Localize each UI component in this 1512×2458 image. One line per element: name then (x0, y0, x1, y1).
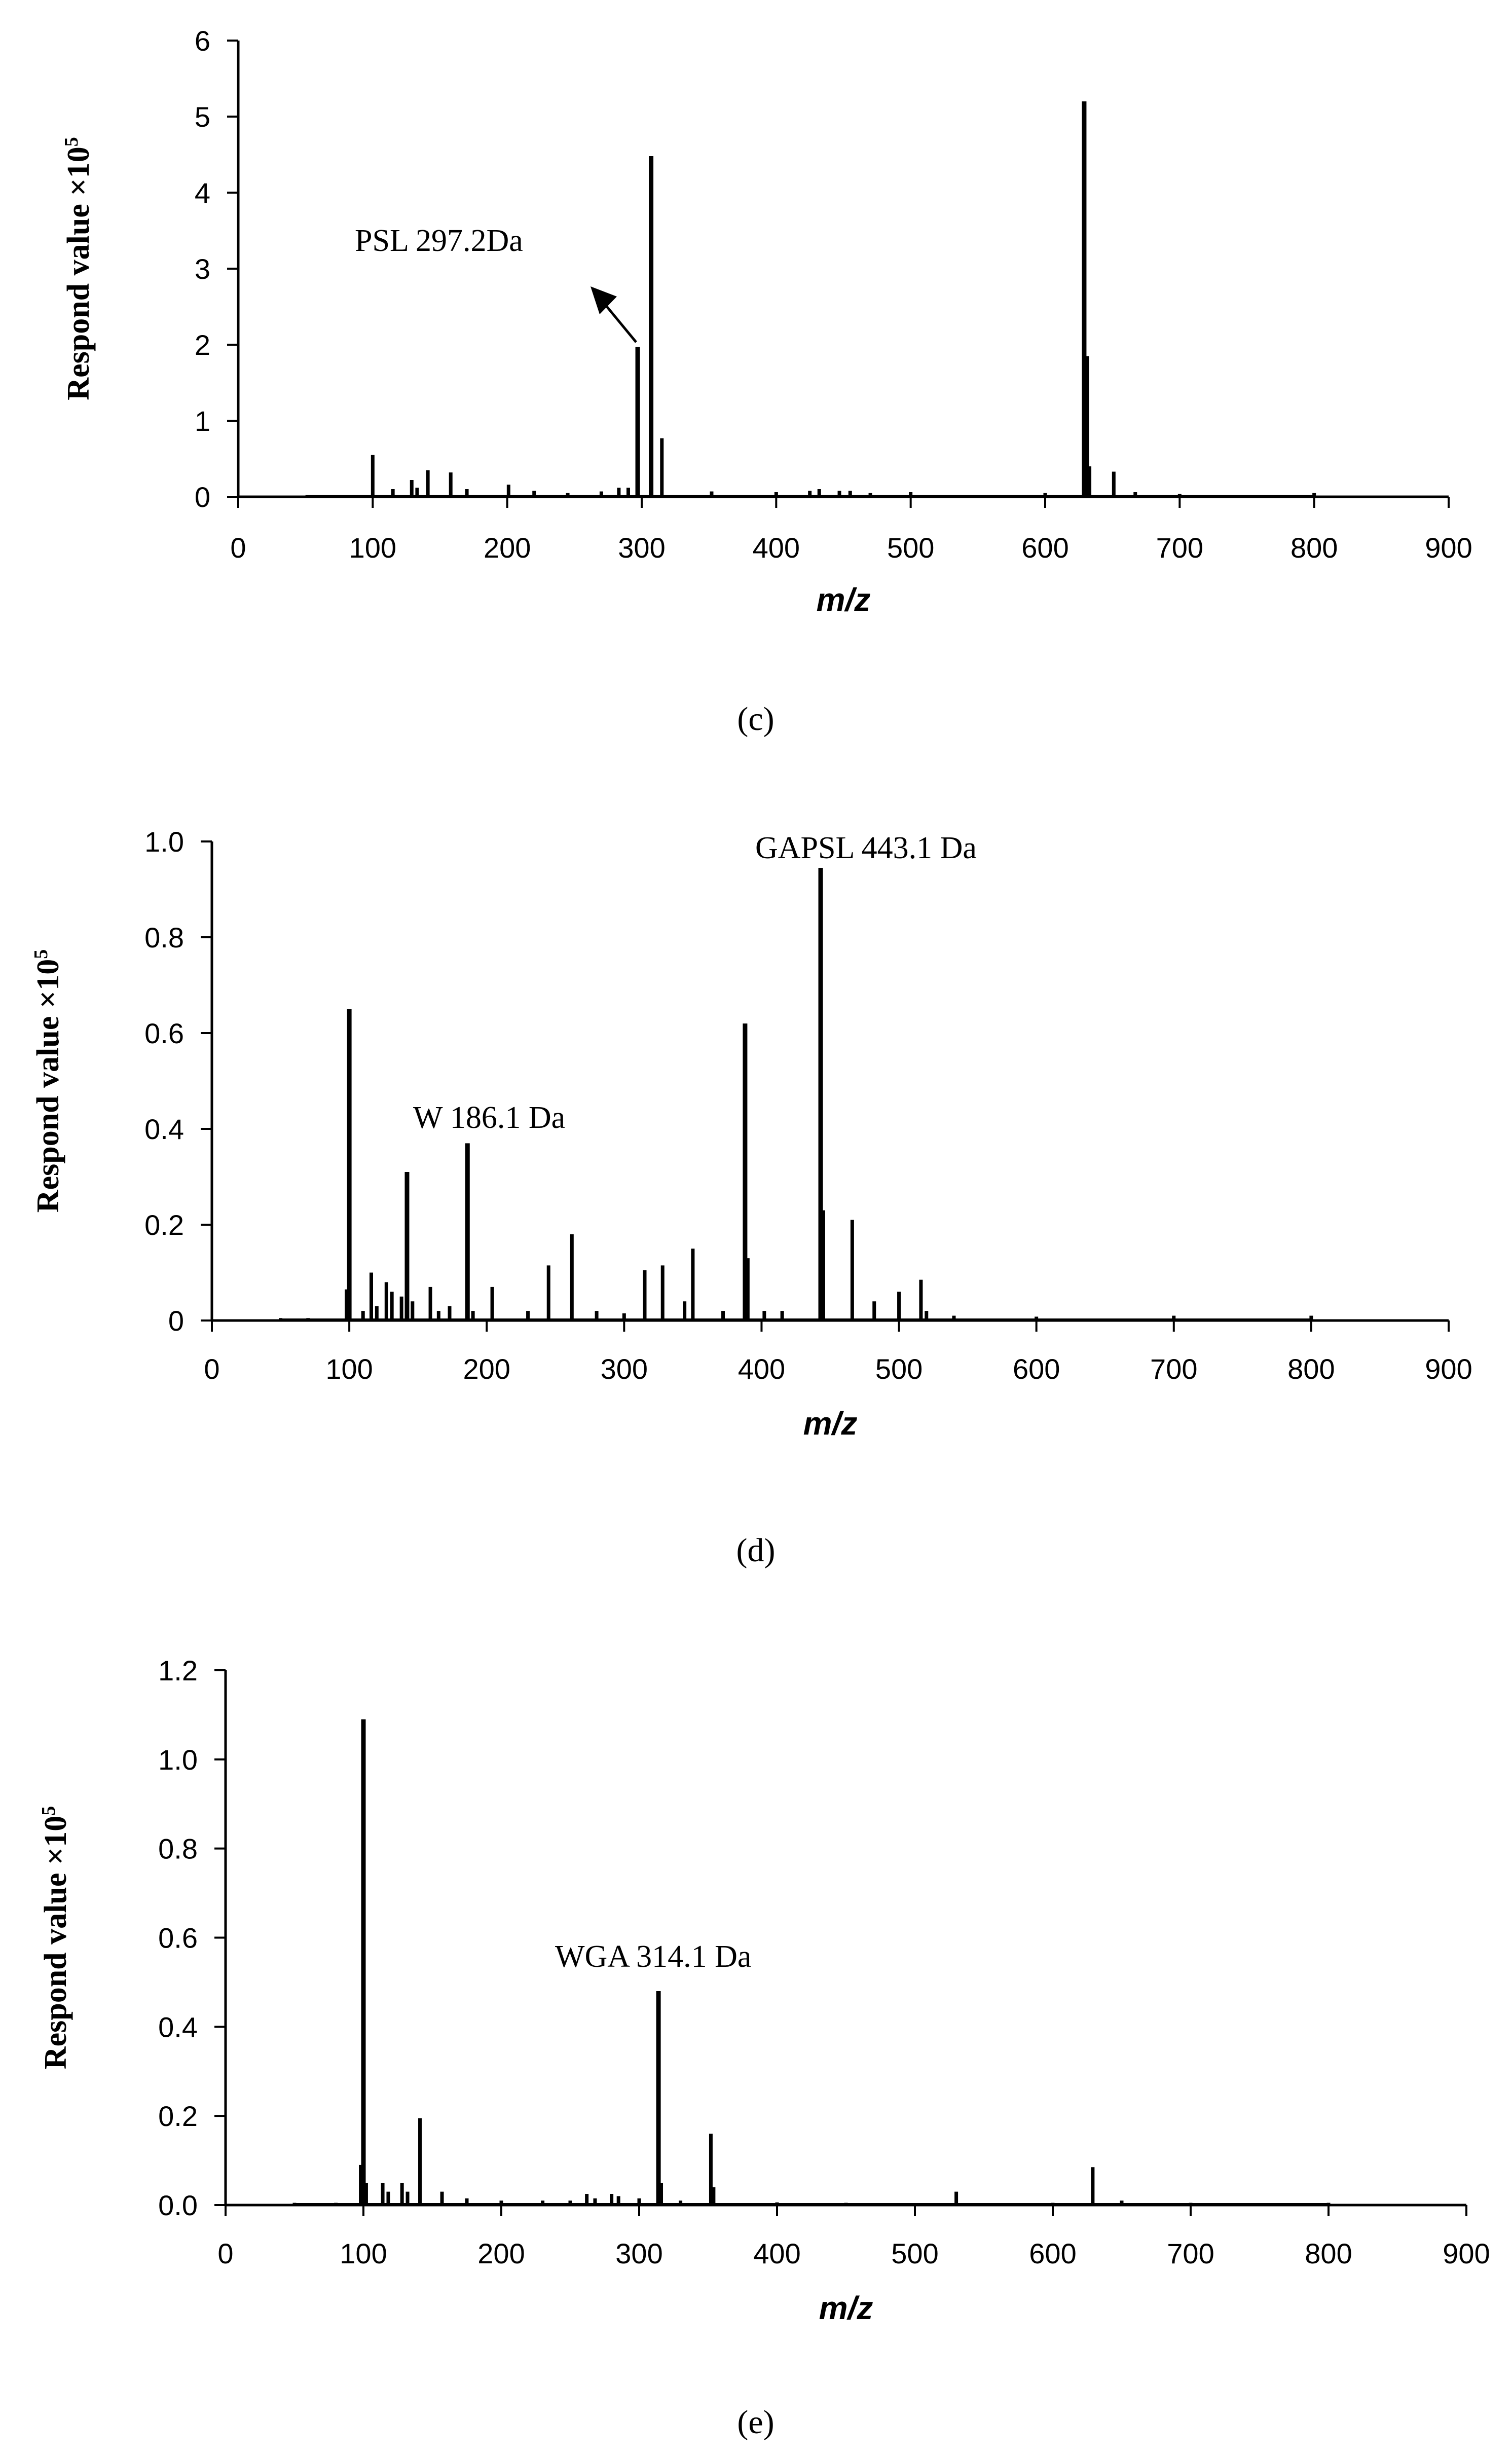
x-tick-label: 800 (1305, 2237, 1352, 2269)
panel-label: (c) (737, 701, 774, 738)
x-tick-label: 500 (875, 1353, 923, 1385)
y-axis-label: Respond value ×105 (30, 949, 65, 1213)
x-tick-label: 300 (615, 2237, 662, 2269)
panel-label: (d) (736, 1532, 776, 1569)
panel-c: 0 1 2 3 4 5 6 0 100 200 300 400 500 600 700 800 900 Respo… (61, 25, 1472, 738)
x-tick-label: 700 (1167, 2237, 1214, 2269)
x-tick-label: 100 (340, 2237, 387, 2269)
y-tick-label: 1.2 (158, 1655, 198, 1686)
y-tick-label: 0.4 (144, 1113, 184, 1145)
x-tick-label: 300 (618, 532, 665, 564)
x-axis-label: m/z (803, 1405, 858, 1442)
x-tick-label: 900 (1443, 2237, 1490, 2269)
x-tick-label: 0 (230, 532, 246, 564)
x-tick-label: 900 (1425, 1353, 1472, 1385)
y-axis-label-exponent: 5 (30, 949, 52, 959)
y-axis-label-exponent: 5 (61, 137, 82, 146)
x-tick-label: 200 (484, 532, 531, 564)
y-tick-label: 0.6 (144, 1017, 184, 1049)
y-tick-label: 1.0 (144, 826, 184, 858)
y-axis-label-text: Respond value ×10 (61, 146, 96, 400)
x-tick-label: 800 (1287, 1353, 1335, 1385)
y-tick-label: 0.4 (158, 2011, 198, 2043)
peak-annotation: W 186.1 Da (413, 1100, 565, 1135)
y-axis-label: Respond value ×105 (61, 137, 96, 400)
x-tick-label: 400 (738, 1353, 785, 1385)
peak-annotation: GAPSL 443.1 Da (755, 831, 977, 865)
x-tick-label: 500 (887, 532, 934, 564)
y-tick-label: 0 (195, 481, 210, 513)
x-tick-label: 500 (891, 2237, 938, 2269)
y-tick-label: 3 (195, 253, 210, 285)
x-tick-label: 400 (753, 532, 800, 564)
y-tick-label: 0.6 (158, 1922, 198, 1954)
y-axis-label-text: Respond value ×10 (39, 1816, 73, 2069)
annotation-arrow-head (591, 286, 617, 314)
y-tick-label: 0.2 (158, 2100, 198, 2132)
y-tick-label: 4 (195, 177, 210, 209)
y-axis-label: Respond value ×105 (38, 1806, 73, 2069)
panel-e: 0.0 0.2 0.4 0.6 0.8 1.0 1.2 0 100 200 300 400 500 600… (38, 1655, 1490, 2441)
x-tick-label: 300 (601, 1353, 648, 1385)
y-tick-label: 1.0 (158, 1744, 198, 1776)
y-tick-label: 1 (195, 405, 210, 437)
y-tick-label: 6 (195, 25, 210, 57)
panel-label: (e) (737, 2404, 774, 2441)
x-tick-label: 900 (1425, 532, 1472, 564)
panel-d: 0 0.2 0.4 0.6 0.8 1.0 0 100 200 300 400 500 600 700 80… (30, 826, 1472, 1569)
x-tick-label: 400 (753, 2237, 800, 2269)
x-tick-label: 200 (463, 1353, 510, 1385)
x-axis-label: m/z (817, 581, 871, 618)
x-tick-label: 600 (1021, 532, 1068, 564)
y-tick-label: 2 (195, 329, 210, 361)
x-tick-label: 100 (325, 1353, 373, 1385)
y-tick-label: 0.8 (144, 922, 184, 953)
peak-annotation: WGA 314.1 Da (555, 1939, 751, 1974)
y-axis-label-exponent: 5 (38, 1806, 59, 1816)
x-tick-label: 100 (349, 532, 396, 564)
peak-annotation: PSL 297.2Da (355, 224, 523, 258)
x-tick-label: 200 (477, 2237, 525, 2269)
x-tick-label: 600 (1029, 2237, 1076, 2269)
x-tick-label: 700 (1150, 1353, 1197, 1385)
x-axis-label: m/z (819, 2290, 873, 2326)
x-tick-label: 600 (1013, 1353, 1060, 1385)
y-axis-label-text: Respond value ×10 (31, 959, 65, 1213)
y-tick-label: 0.2 (144, 1209, 184, 1241)
y-tick-label: 0.0 (158, 2189, 198, 2221)
x-tick-label: 800 (1290, 532, 1338, 564)
y-tick-label: 0.8 (158, 1833, 198, 1865)
x-tick-label: 0 (217, 2237, 233, 2269)
y-tick-label: 5 (195, 101, 210, 133)
y-tick-label: 0 (168, 1305, 184, 1337)
x-tick-label: 700 (1156, 532, 1203, 564)
x-tick-label: 0 (204, 1353, 219, 1385)
